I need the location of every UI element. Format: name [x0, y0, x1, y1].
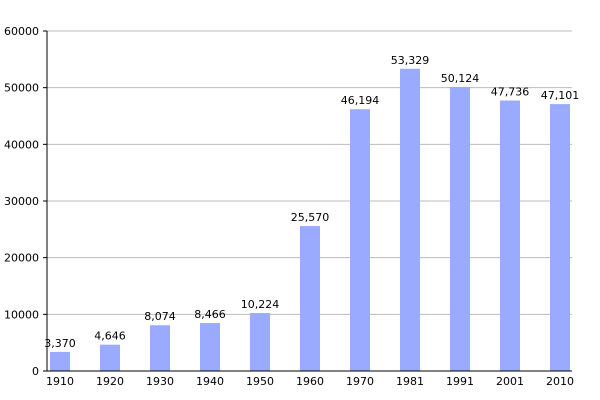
value-label: 8,074 [144, 310, 176, 323]
y-tick-label: 40000 [4, 138, 39, 151]
y-tick-label: 50000 [4, 82, 39, 95]
y-tick-label: 60000 [4, 25, 39, 38]
value-label: 46,194 [341, 94, 380, 107]
bar [550, 104, 570, 371]
value-label: 4,646 [94, 330, 126, 343]
y-tick-label: 30000 [4, 195, 39, 208]
x-tick-label: 1910 [46, 375, 74, 388]
bar [500, 100, 520, 371]
bar [100, 344, 120, 371]
x-tick-label: 1991 [446, 375, 474, 388]
bar [50, 351, 70, 371]
x-tick-label: 1940 [196, 375, 224, 388]
bar [150, 325, 170, 371]
bar [250, 313, 270, 371]
value-label: 25,570 [291, 211, 330, 224]
x-tick-label: 1930 [146, 375, 174, 388]
bar [200, 323, 220, 371]
x-tick-label: 2001 [496, 375, 524, 388]
x-tick-label: 2010 [546, 375, 574, 388]
bar [300, 226, 320, 371]
value-label: 50,124 [441, 72, 480, 85]
bar [450, 86, 470, 372]
x-tick-label: 1960 [296, 375, 324, 388]
value-label: 47,736 [491, 85, 530, 98]
y-tick-label: 0 [32, 365, 39, 378]
value-label: 47,101 [541, 89, 580, 102]
value-label: 3,370 [44, 337, 76, 350]
y-tick-label: 10000 [4, 308, 39, 321]
value-label: 53,329 [391, 54, 430, 67]
y-tick-label: 20000 [4, 252, 39, 265]
x-tick-label: 1981 [396, 375, 424, 388]
bar [350, 109, 370, 371]
x-tick-label: 1950 [246, 375, 274, 388]
bar [400, 68, 420, 371]
value-label: 8,466 [194, 308, 226, 321]
x-tick-label: 1970 [346, 375, 374, 388]
value-label: 10,224 [241, 298, 280, 311]
x-tick-label: 1920 [96, 375, 124, 388]
